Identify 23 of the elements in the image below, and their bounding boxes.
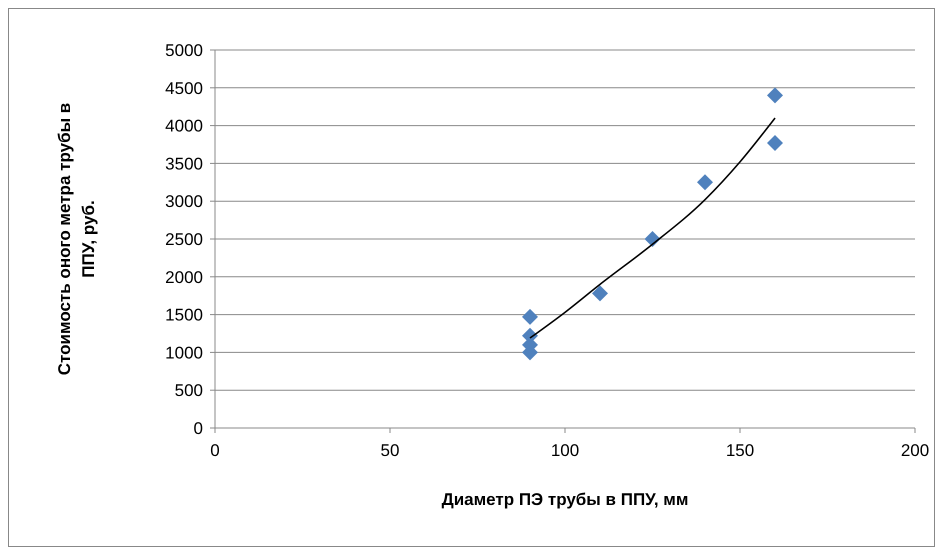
y-tick-label: 5000: [165, 40, 203, 60]
y-tick-label: 1500: [165, 306, 203, 325]
y-tick-label: 3500: [165, 154, 203, 174]
x-tick-label: 50: [380, 441, 400, 460]
x-tick-label: 150: [726, 441, 754, 460]
y-tick-label: 500: [174, 381, 203, 400]
x-axis-title: Диаметр ПЭ трубы в ППУ, мм: [442, 490, 688, 509]
y-tick-label: 1000: [165, 343, 203, 362]
y-axis-title: Стоимость оного метра трубы в ППУ, руб.: [55, 102, 98, 376]
point: [592, 285, 608, 302]
x-tick-label: 200: [900, 441, 930, 460]
y-tick-label: 4500: [165, 78, 203, 98]
y-tick-label: 2000: [165, 268, 203, 287]
x-tick-label: 0: [210, 441, 220, 460]
y-tick-label: 0: [194, 418, 203, 438]
point: [697, 174, 713, 190]
point: [522, 308, 538, 325]
point: [767, 134, 783, 151]
y-tick-label: 2500: [165, 230, 203, 249]
x-tick-label: 100: [550, 441, 580, 460]
y-tick-label: 3000: [165, 192, 203, 212]
y-tick-label: 4000: [165, 116, 203, 136]
point: [767, 87, 783, 104]
